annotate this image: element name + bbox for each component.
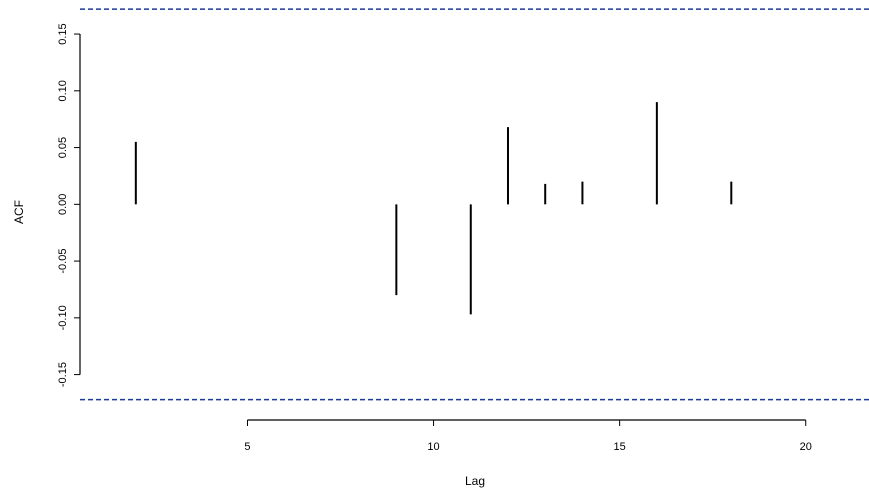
x-tick-label: 15 <box>614 441 626 453</box>
y-tick-label: 0.00 <box>57 194 69 215</box>
y-tick-label: 0.15 <box>57 23 69 44</box>
x-tick-label: 20 <box>800 441 812 453</box>
y-tick-label: -0.10 <box>57 305 69 330</box>
y-axis-label: ACF <box>12 200 26 224</box>
x-tick-label: 10 <box>427 441 439 453</box>
plot-area: -0.15 -0.10 -0.05 0.00 0.05 0.10 0.15 5 10 15 20 <box>57 8 869 453</box>
x-tick-label: 5 <box>244 441 250 453</box>
x-axis-label: Lag <box>465 474 485 488</box>
y-tick-label: 0.05 <box>57 137 69 158</box>
y-tick-label: 0.10 <box>57 80 69 101</box>
y-tick-label: -0.05 <box>57 249 69 274</box>
y-tick-label: -0.15 <box>57 362 69 387</box>
